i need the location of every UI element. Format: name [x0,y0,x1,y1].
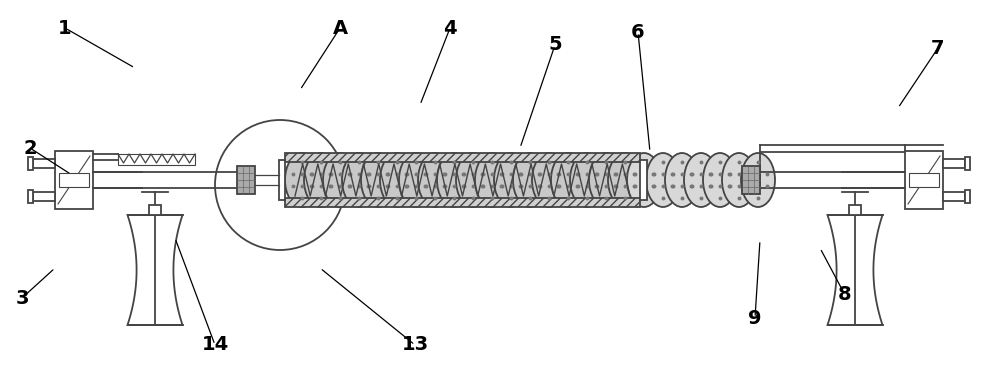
Ellipse shape [646,153,680,207]
Text: 5: 5 [548,35,562,54]
Text: 4: 4 [443,19,457,38]
Polygon shape [128,215,182,325]
Bar [905,151,943,209]
Text: 7: 7 [931,38,945,57]
Text: 14: 14 [201,336,229,355]
Bar [55,151,93,209]
Text: 8: 8 [838,285,852,304]
Ellipse shape [304,153,338,207]
Bar [279,160,285,200]
Ellipse shape [570,153,604,207]
Bar [285,153,640,162]
Polygon shape [828,215,883,325]
Ellipse shape [741,153,775,207]
Bar [28,157,33,170]
Ellipse shape [323,153,357,207]
Text: 1: 1 [58,19,72,38]
Bar [237,166,255,194]
Ellipse shape [399,153,433,207]
Text: 6: 6 [631,22,645,41]
Bar [33,192,55,201]
Bar [965,190,970,203]
Bar [965,157,970,170]
Bar [285,198,640,207]
Bar [943,159,965,168]
Ellipse shape [361,153,395,207]
Ellipse shape [608,153,642,207]
Bar [742,166,760,194]
Ellipse shape [285,153,319,207]
Ellipse shape [551,153,585,207]
Ellipse shape [380,153,414,207]
Text: 2: 2 [23,138,37,157]
Ellipse shape [513,153,547,207]
Ellipse shape [589,153,623,207]
Bar [33,159,55,168]
Text: 13: 13 [401,336,429,355]
Ellipse shape [456,153,490,207]
Bar [59,173,89,187]
Ellipse shape [665,153,699,207]
Ellipse shape [703,153,737,207]
Ellipse shape [532,153,566,207]
Text: A: A [332,19,348,38]
Bar [118,154,195,165]
Text: 3: 3 [15,288,29,307]
Bar [149,205,161,215]
Bar [849,205,861,215]
Ellipse shape [418,153,452,207]
Ellipse shape [494,153,528,207]
Ellipse shape [475,153,509,207]
Ellipse shape [437,153,471,207]
Bar [28,190,33,203]
Bar [255,175,279,185]
Ellipse shape [342,153,376,207]
Bar [640,160,647,200]
Bar [909,173,939,187]
Ellipse shape [627,153,661,207]
Text: 9: 9 [748,309,762,328]
Ellipse shape [722,153,756,207]
Ellipse shape [684,153,718,207]
Bar [943,192,965,201]
